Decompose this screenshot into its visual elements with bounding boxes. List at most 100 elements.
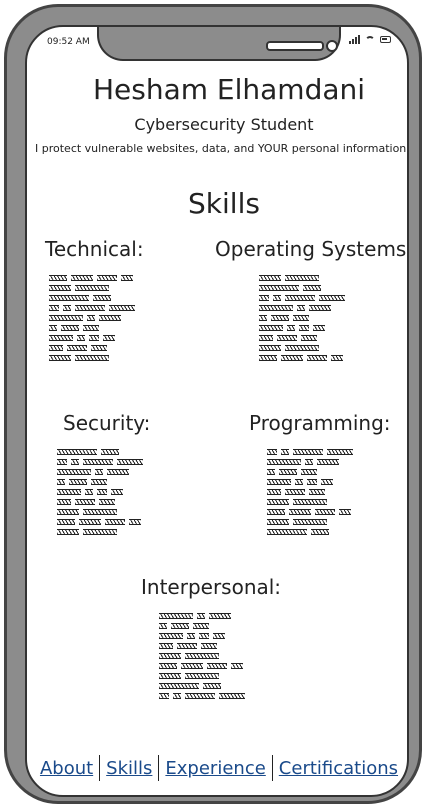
scribble-word [267, 499, 289, 505]
scribble-word [57, 469, 91, 475]
scribble-line [49, 275, 135, 281]
scribble-line [57, 469, 143, 475]
nav-divider [158, 755, 160, 781]
scribble-word [219, 693, 245, 699]
nav-divider [99, 755, 101, 781]
scribble-word [307, 355, 327, 361]
speaker-icon [266, 41, 324, 51]
scribble-line [267, 469, 353, 475]
scribble-line [49, 305, 135, 311]
scribble-line [267, 459, 353, 465]
scribble-line [57, 499, 143, 505]
scribble-word [159, 673, 181, 679]
scribble-word [197, 613, 205, 619]
scribble-word [259, 285, 299, 291]
scribble-line [267, 449, 353, 455]
scribble-word [285, 489, 305, 495]
scribble-word [277, 335, 297, 341]
scribble-word [187, 633, 195, 639]
status-icons [349, 35, 391, 44]
scribble-word [201, 643, 217, 649]
scribble-line [259, 275, 345, 281]
scribble-word [49, 305, 59, 311]
scribble-word [49, 355, 71, 361]
scribble-word [267, 469, 275, 475]
scribble-word [293, 449, 323, 455]
nav-experience-link[interactable]: Experience [165, 757, 266, 779]
camera-icon [326, 40, 338, 52]
scribble-word [95, 469, 103, 475]
interpersonal-placeholder-text [159, 613, 245, 699]
scribble-word [91, 479, 107, 485]
scribble-word [267, 479, 291, 485]
scribble-word [101, 449, 119, 455]
scribble-line [267, 529, 353, 535]
scribble-word [159, 623, 167, 629]
scribble-word [273, 295, 281, 301]
scribble-word [203, 683, 221, 689]
scribble-line [57, 489, 143, 495]
scribble-line [267, 509, 353, 515]
scribble-word [159, 643, 173, 649]
scribble-word [285, 295, 315, 301]
scribble-word [281, 355, 303, 361]
scribble-word [299, 325, 309, 331]
scribble-word [199, 633, 209, 639]
scribble-word [321, 479, 333, 485]
scribble-word [49, 295, 89, 301]
scribble-word [173, 693, 181, 699]
scribble-word [193, 623, 209, 629]
scribble-word [87, 315, 95, 321]
scribble-word [267, 509, 285, 515]
programming-placeholder-text [267, 449, 353, 535]
scribble-word [293, 499, 327, 505]
scribble-line [259, 325, 345, 331]
battery-icon [380, 36, 391, 43]
scribble-word [83, 459, 113, 465]
phone-frame: 09:52 AM Hesham Elhamdani Cybersecurity … [4, 4, 422, 804]
scribble-line [159, 623, 245, 629]
scribble-word [209, 613, 231, 619]
scribble-word [91, 345, 107, 351]
scribble-word [267, 449, 277, 455]
phone-screen: 09:52 AM Hesham Elhamdani Cybersecurity … [25, 25, 409, 797]
scribble-line [159, 633, 245, 639]
security-title: Security: [63, 411, 151, 435]
phone-notch [97, 27, 341, 61]
scribble-word [267, 459, 301, 465]
scribble-word [213, 633, 225, 639]
nav-about-link[interactable]: About [39, 757, 94, 779]
scribble-word [69, 479, 87, 485]
scribble-line [49, 345, 135, 351]
scribble-word [267, 519, 289, 525]
scribble-word [185, 693, 215, 699]
scribble-word [267, 529, 307, 535]
interpersonal-title: Interpersonal: [141, 575, 282, 599]
scribble-line [267, 499, 353, 505]
scribble-word [259, 305, 293, 311]
scribble-word [49, 315, 83, 321]
scribble-word [57, 459, 67, 465]
tagline: I protect vulnerable websites, data, and… [35, 142, 409, 155]
scribble-word [177, 643, 197, 649]
scribble-word [207, 663, 227, 669]
scribble-word [271, 315, 289, 321]
scribble-line [49, 325, 135, 331]
scribble-line [57, 509, 143, 515]
scribble-word [49, 285, 71, 291]
scribble-word [83, 325, 99, 331]
scribble-word [129, 519, 141, 525]
technical-placeholder-text [49, 275, 135, 361]
scribble-word [49, 345, 63, 351]
os-title: Operating Systems: [215, 237, 409, 261]
scribble-line [159, 653, 245, 659]
scribble-word [159, 633, 183, 639]
nav-skills-link[interactable]: Skills [106, 757, 153, 779]
scribble-word [63, 305, 71, 311]
scribble-word [71, 459, 79, 465]
nav-certifications-link[interactable]: Certifications [278, 757, 399, 779]
scribble-line [267, 519, 353, 525]
scribble-word [99, 499, 115, 505]
scribble-word [297, 305, 305, 311]
scribble-line [159, 693, 245, 699]
